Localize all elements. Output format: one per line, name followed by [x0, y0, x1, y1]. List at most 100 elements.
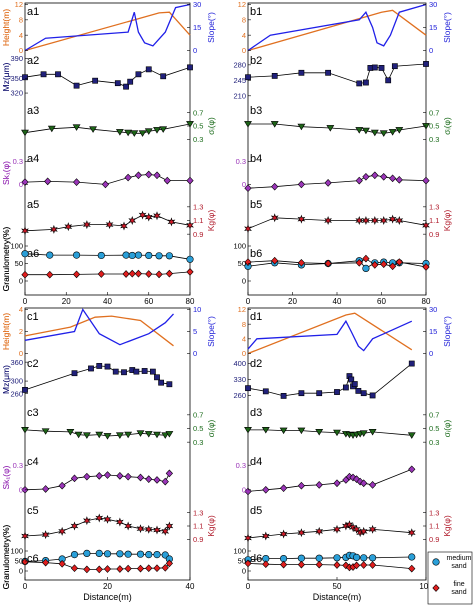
- legend-fine-label: fine: [453, 581, 464, 588]
- x-tick-label: 60: [377, 297, 386, 306]
- mz-series-marker: [96, 363, 103, 369]
- fine-sand-series-marker: [360, 561, 368, 569]
- mz-series-marker: [133, 368, 140, 375]
- sigma-series-marker: [161, 432, 170, 439]
- sk-series-marker: [362, 172, 370, 181]
- kg-axis-title: Kg(φ): [206, 210, 216, 232]
- sigma-axis-title: σᵢ(φ): [206, 117, 216, 135]
- kg-series-marker: [368, 524, 377, 534]
- kg-series-marker: [153, 211, 161, 221]
- kg-axis-tick-label: 1.1: [429, 216, 439, 225]
- slope-series-line: [247, 3, 427, 52]
- fine-sand-series-marker: [153, 564, 161, 573]
- height-axis-tick-label: 0: [19, 349, 23, 358]
- x-tick-label: 0: [23, 297, 28, 306]
- mz-series-marker: [371, 64, 378, 71]
- kg-series-marker: [124, 521, 133, 531]
- kg-series-marker: [95, 513, 104, 523]
- sigma-series-marker: [124, 431, 133, 439]
- subplot-a5: a5 0.9 1.1 1.3Kg(φ): [21, 199, 216, 239]
- mz-series-marker: [360, 390, 367, 397]
- mz-series-marker: [22, 74, 28, 81]
- granulometry-axis-tick-label: 50: [15, 259, 23, 268]
- sk-axis-title: Sk₁(φ): [1, 161, 11, 185]
- height-axis-tick-label: 8: [242, 320, 246, 329]
- sk-axis-tick-label: 0.3: [236, 461, 246, 470]
- subplot-label: b3: [250, 105, 262, 117]
- kg-series-marker: [144, 212, 153, 222]
- fine-sand-series-marker: [134, 269, 143, 278]
- x-tick-label: 60: [144, 297, 153, 306]
- medium-sand-series-marker: [122, 251, 130, 259]
- mz-series-marker: [40, 71, 47, 78]
- x-tick-label: 20: [62, 297, 71, 306]
- sk-series-marker: [333, 479, 341, 488]
- medium-sand-series-marker: [72, 251, 81, 259]
- sigma-series-marker: [261, 426, 270, 434]
- subplot-label: c1: [27, 311, 39, 323]
- medium-sand-series-marker: [165, 252, 173, 260]
- sigma-series-marker: [165, 431, 174, 438]
- mz-series-marker: [363, 79, 369, 86]
- kg-series-marker: [186, 220, 194, 230]
- kg-axis-tick-label: 1.1: [429, 522, 439, 531]
- fine-sand-series-marker: [155, 270, 163, 279]
- granulometry-axis-tick-label: 0: [242, 277, 246, 286]
- sigma-series-marker: [368, 429, 377, 436]
- subplot-label: d4: [250, 456, 262, 468]
- fine-sand-series-line: [247, 563, 412, 569]
- fine-sand-series-marker: [136, 564, 145, 573]
- kg-axis-tick-label: 0.9: [193, 230, 203, 239]
- x-tick-label: 80: [186, 297, 195, 306]
- fine-sand-series-marker: [422, 263, 430, 271]
- slope-axis-tick-label: 0: [193, 46, 197, 55]
- x-tick-label: 80: [422, 297, 431, 306]
- subplot-label: b2: [250, 55, 262, 67]
- sigma-series-marker: [41, 428, 50, 435]
- slope-axis-tick-label: 0: [193, 349, 197, 358]
- panel-a: a1 0 4 8 12 0 15 30 Height(m) Slope(°) a2 320 350 390…: [1, 0, 216, 306]
- fine-sand-series-marker: [42, 558, 50, 567]
- sk-series-marker: [161, 477, 169, 486]
- medium-sand-series-marker: [128, 251, 136, 260]
- slope-axis-title: Slope(°): [206, 12, 216, 43]
- kg-series-marker: [422, 220, 430, 230]
- kg-series-marker: [244, 533, 252, 543]
- mz-series-marker: [22, 387, 28, 393]
- fine-sand-series-marker: [70, 564, 79, 573]
- subplot-c1: c1 0 2 4 0 5 10 Height(m) Slope(°): [1, 305, 216, 358]
- mz-series-marker: [271, 72, 278, 79]
- slope-axis-tick-label: 0: [429, 46, 433, 55]
- kg-series-marker: [105, 220, 114, 230]
- kg-axis-tick-label: 1.3: [429, 202, 439, 211]
- sigma-axis-tick-label: 0.5: [193, 424, 203, 433]
- mz-series-marker: [280, 392, 287, 399]
- mz-axis-tick-label: 400: [233, 359, 246, 368]
- fine-sand-series-marker: [271, 256, 279, 265]
- mz-axis-tick-label: 210: [233, 91, 246, 100]
- subplot-label: d2: [250, 358, 262, 370]
- sk-series-marker: [21, 178, 29, 186]
- mz-series-marker: [391, 63, 398, 70]
- granulometry-axis-title: Granulometry(%): [1, 524, 11, 589]
- kg-series-marker: [297, 214, 306, 224]
- sk-series-marker: [124, 173, 132, 182]
- mz-axis-title: Mz(μm): [1, 365, 11, 394]
- mz-axis-title: Mz(μm): [1, 62, 11, 91]
- sk-series-marker: [380, 172, 388, 181]
- panel-frame: [24, 307, 191, 581]
- sk-series-marker: [95, 472, 103, 480]
- height-axis-tick-label: 8: [19, 15, 23, 24]
- sigma-series-marker: [103, 433, 112, 440]
- kg-series-marker: [138, 210, 147, 220]
- fine-sand-series-marker: [165, 269, 173, 278]
- medium-sand-series-marker: [136, 550, 145, 558]
- sigma-series-marker: [21, 426, 29, 434]
